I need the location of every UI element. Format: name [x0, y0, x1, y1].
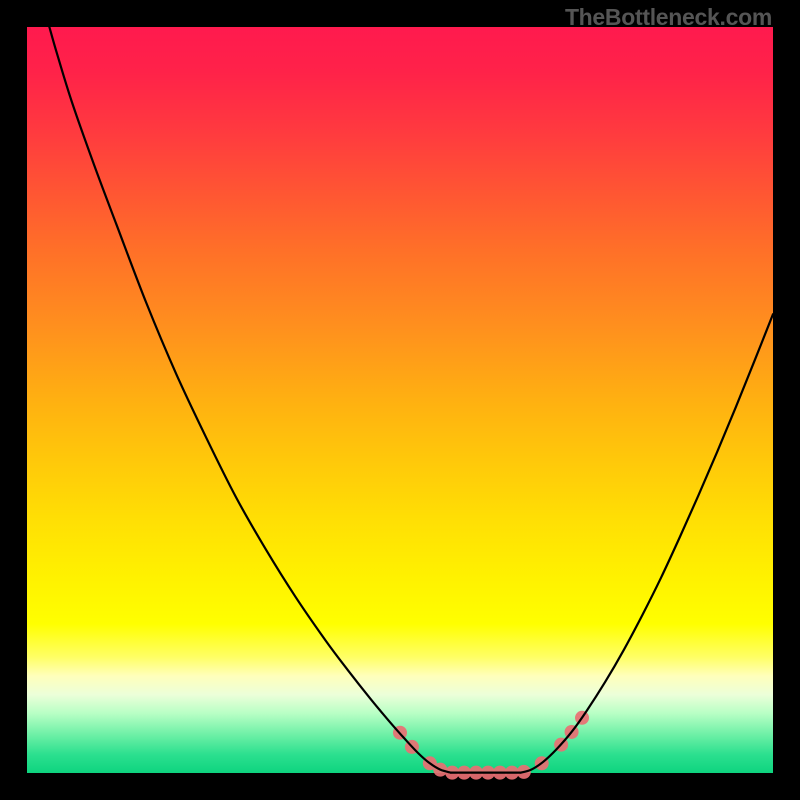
watermark-text: TheBottleneck.com — [565, 4, 772, 31]
gradient-background — [27, 27, 773, 773]
bottleneck-chart — [0, 0, 800, 800]
